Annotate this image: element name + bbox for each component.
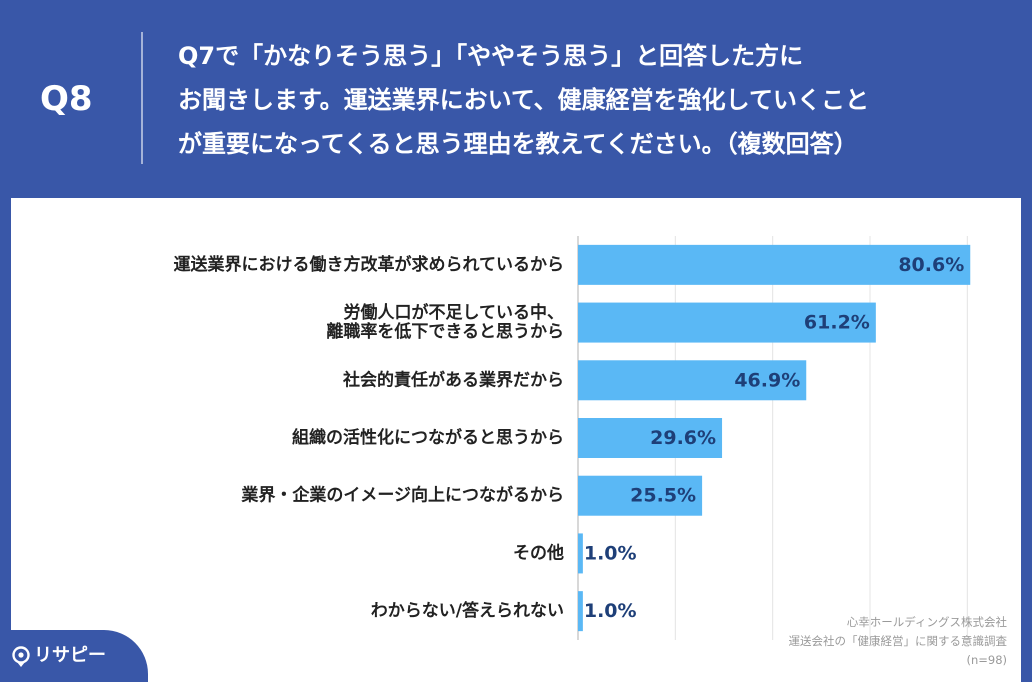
category-label: 社会的責任がある業界だから bbox=[342, 369, 564, 390]
value-label: 29.6% bbox=[650, 427, 716, 449]
value-label: 1.0% bbox=[584, 542, 637, 564]
question-line: が重要になってくると思う理由を教えてください。（複数回答） bbox=[178, 130, 858, 158]
question-line: Q7で「かなりそう思う」「ややそう思う」と回答した方に bbox=[178, 42, 804, 70]
bar bbox=[578, 418, 723, 458]
bar bbox=[578, 302, 876, 343]
logo-text: リサピー bbox=[34, 645, 106, 666]
value-label: 80.6% bbox=[898, 254, 964, 276]
chart-panel: 運送業界における働き方改革が求められているから 80.6% 労働人口が不足している中… bbox=[11, 198, 1021, 682]
bar-chart: 運送業界における働き方改革が求められているから 80.6% 労働人口が不足している中… bbox=[174, 236, 971, 640]
bar bbox=[578, 475, 703, 516]
bar bbox=[578, 360, 807, 401]
category-label: 業界・企業のイメージ向上につながるから bbox=[241, 485, 564, 506]
bar bbox=[578, 533, 583, 574]
brand-logo: リサピー bbox=[0, 630, 148, 682]
source-sample-size: (n=98) bbox=[966, 653, 1007, 667]
category-label: 離職率を低下できると思うから bbox=[326, 321, 564, 342]
question-line: お聞きします。運送業界において、健康経営を強化していくこと bbox=[178, 86, 869, 114]
value-label: 25.5% bbox=[630, 485, 696, 507]
source-company: 心幸ホールディングス株式会社 bbox=[846, 615, 1007, 629]
category-label: 運送業界における働き方改革が求められているから bbox=[174, 254, 565, 275]
value-label: 1.0% bbox=[584, 600, 637, 622]
category-label: 労働人口が不足している中、 bbox=[344, 302, 565, 323]
category-label: わからない/答えられない bbox=[371, 600, 564, 621]
question-header: Q8 Q7で「かなりそう思う」「ややそう思う」と回答した方に お聞きします。運送… bbox=[0, 0, 1032, 198]
header-divider bbox=[141, 32, 143, 164]
category-label: 組織の活性化につながると思うから bbox=[292, 427, 564, 448]
bar bbox=[578, 591, 583, 632]
value-label: 46.9% bbox=[734, 369, 800, 391]
bar bbox=[578, 244, 971, 285]
pin-icon bbox=[12, 646, 30, 667]
question-number: Q8 bbox=[40, 79, 93, 119]
source-credit: 心幸ホールディングス株式会社 運送会社の「健康経営」に関する意識調査 (n=98… bbox=[789, 613, 1008, 670]
question-text: Q7で「かなりそう思う」「ややそう思う」と回答した方に お聞きします。運送業界に… bbox=[178, 34, 1018, 166]
source-survey: 運送会社の「健康経営」に関する意識調査 bbox=[788, 634, 1008, 648]
value-label: 61.2% bbox=[804, 312, 870, 334]
category-label: その他 bbox=[513, 542, 564, 563]
